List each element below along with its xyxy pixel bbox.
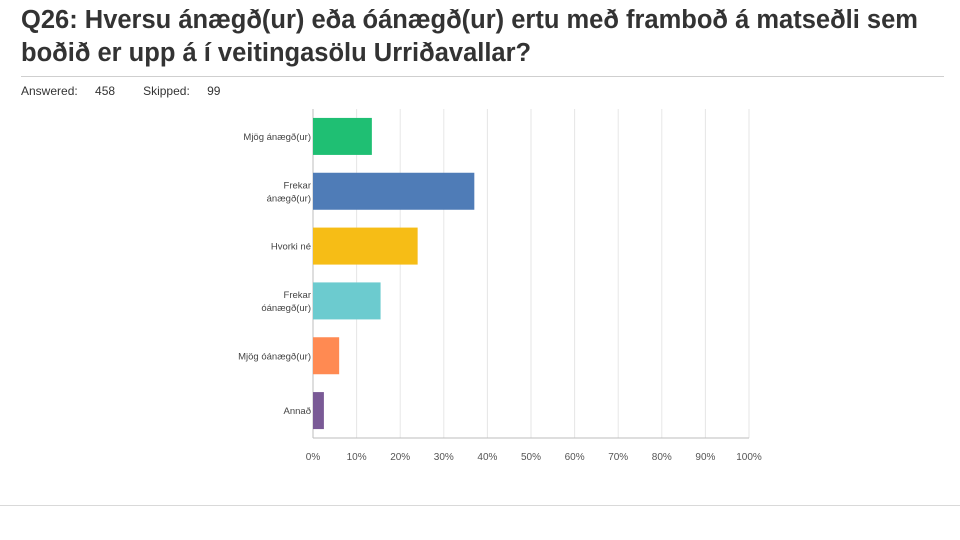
bar (313, 337, 340, 375)
bar (313, 117, 372, 155)
question-title: Q26: Hversu ánægð(ur) eða óánægð(ur) ert… (21, 6, 918, 67)
x-tick-label: 60% (565, 452, 585, 463)
category-label: Frekar óánægð(ur) (261, 290, 311, 314)
x-tick-label: 70% (608, 452, 628, 463)
answered-count: 458 (95, 84, 116, 98)
x-tick-label: 100% (736, 452, 762, 463)
x-tick-label: 0% (306, 452, 321, 463)
x-tick-label: 30% (434, 452, 454, 463)
footer-divider (0, 505, 960, 506)
category-label: Mjög óánægð(ur) (238, 351, 311, 362)
skipped-label: Skipped: (143, 84, 190, 98)
category-label: Frekar ánægð(ur) (267, 180, 311, 204)
response-stats: Answered: 458 Skipped: 99 (21, 84, 248, 98)
category-label: Hvorki né (271, 242, 311, 253)
title-divider (21, 76, 944, 77)
bar (313, 282, 381, 320)
x-tick-label: 90% (695, 452, 715, 463)
answered-label: Answered: (21, 84, 78, 98)
bar (313, 392, 324, 430)
x-tick-label: 10% (347, 452, 367, 463)
bar (313, 172, 475, 210)
x-tick-label: 50% (521, 452, 541, 463)
x-tick-label: 80% (652, 452, 672, 463)
bar (313, 227, 418, 265)
category-label: Annað (284, 406, 311, 417)
x-tick-label: 20% (390, 452, 410, 463)
category-label: Mjög ánægð(ur) (243, 132, 311, 143)
x-tick-label: 40% (477, 452, 497, 463)
skipped-count: 99 (207, 84, 221, 98)
